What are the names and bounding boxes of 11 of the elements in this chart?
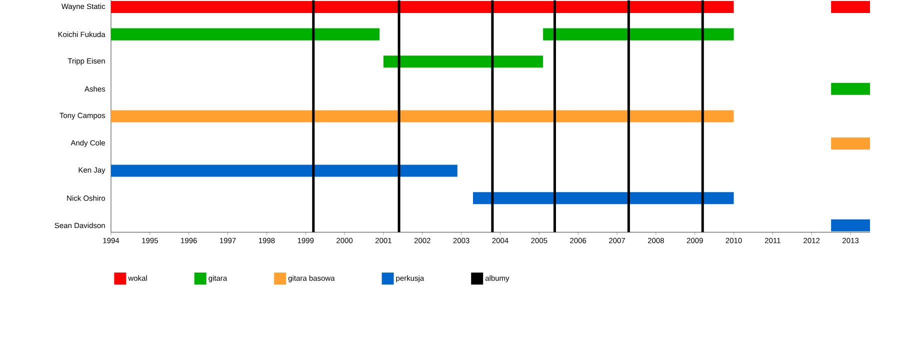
bar — [383, 56, 544, 68]
bar — [472, 192, 734, 204]
bar — [111, 164, 458, 177]
bar — [111, 28, 380, 40]
bar — [831, 0, 870, 13]
bar — [831, 82, 870, 95]
bar — [111, 0, 734, 13]
bar — [543, 28, 734, 40]
bar — [111, 110, 734, 122]
bar — [831, 137, 870, 150]
bar — [831, 219, 870, 232]
